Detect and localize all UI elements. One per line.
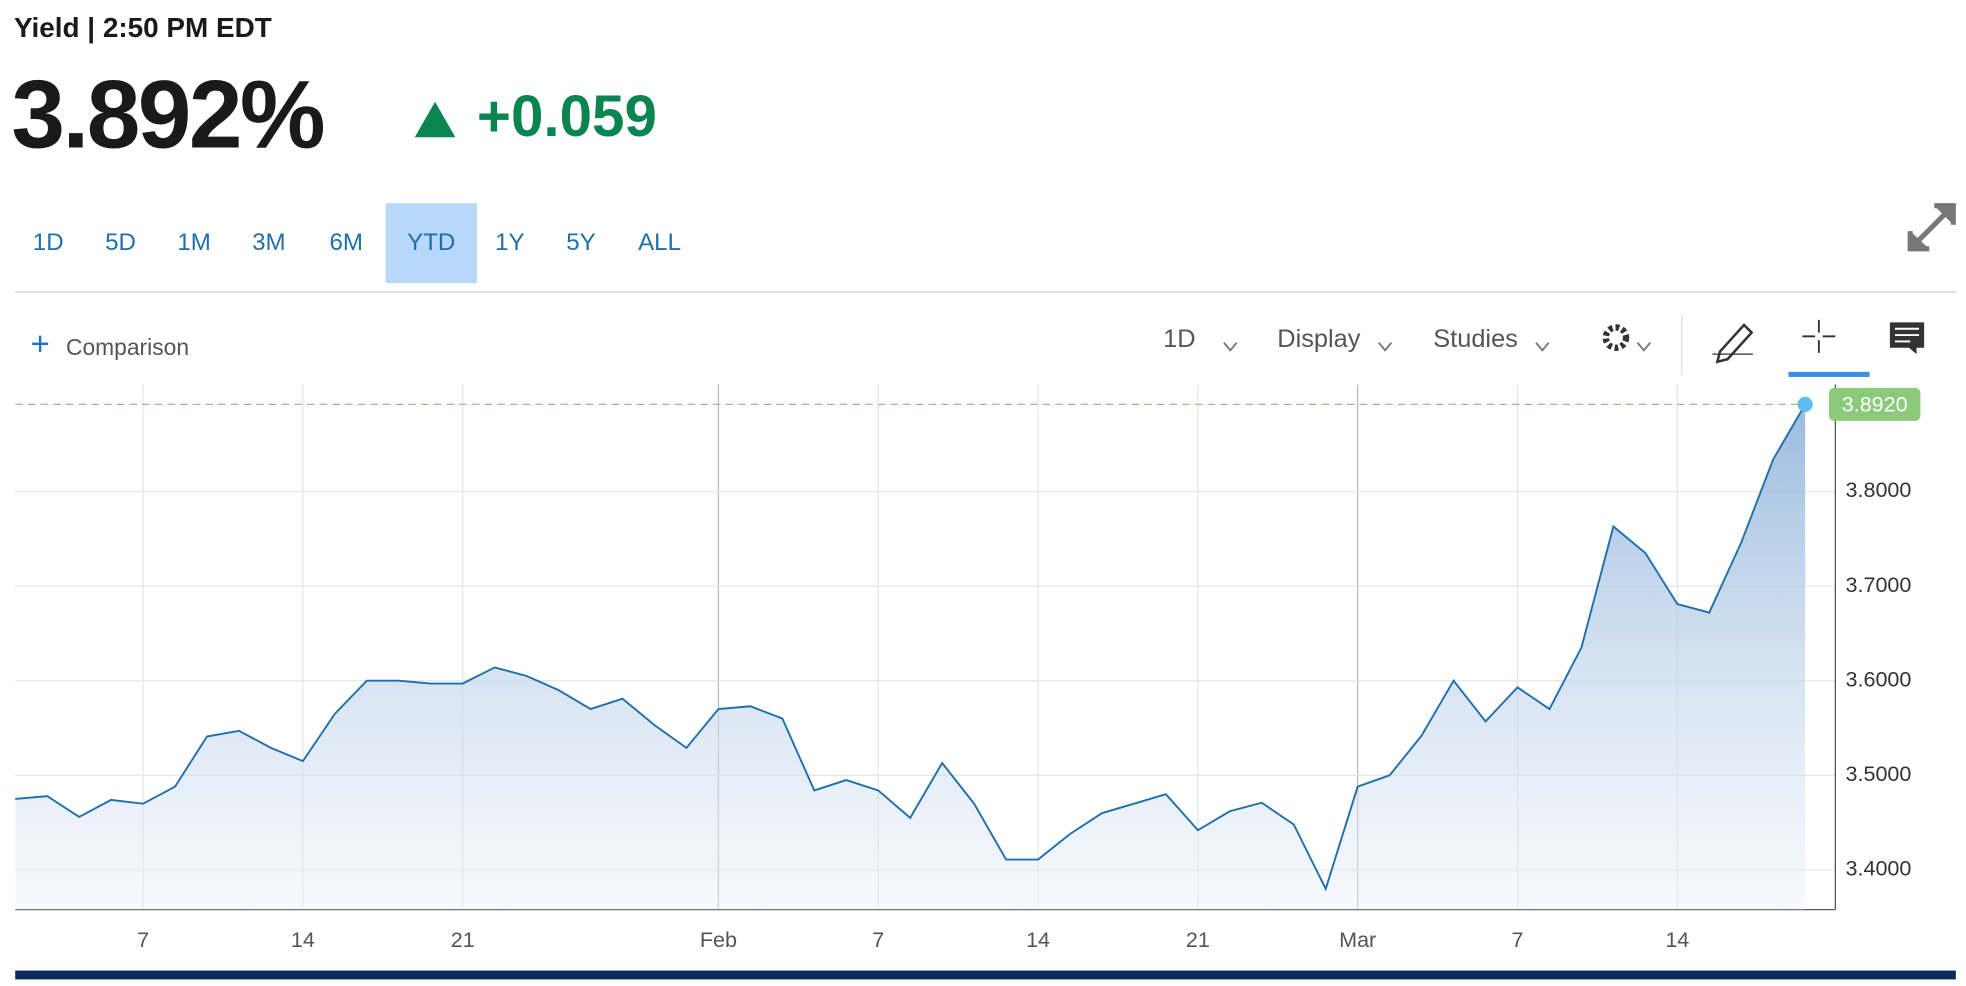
range-label: 5D [105, 229, 136, 256]
range-button[interactable]: 1M [177, 229, 210, 256]
range-button[interactable]: YTD [385, 203, 477, 284]
area-fill [15, 404, 1806, 910]
active-tool-indicator [1788, 371, 1870, 377]
display-button[interactable]: Display [1277, 325, 1360, 353]
range-label: 1Y [495, 229, 524, 256]
y-tick-label: 3.7000 [1846, 572, 1912, 597]
x-tick-label: 14 [1026, 927, 1050, 952]
comment-icon[interactable] [1889, 322, 1925, 355]
header-label: Yield | 2:50 PM EDT [14, 12, 272, 43]
range-label: 6M [330, 229, 363, 256]
range-button[interactable]: 1D [33, 229, 64, 256]
chevrons [1223, 342, 1651, 352]
range-label: 1M [177, 229, 210, 256]
change: +0.059 [477, 84, 657, 149]
plus-icon: + [30, 325, 49, 362]
range-label: 3M [252, 229, 285, 256]
x-tick-label: Mar [1339, 927, 1376, 952]
x-tick-label: 21 [1186, 927, 1210, 952]
value-tag [1829, 387, 1921, 421]
x-tick-label: 7 [137, 927, 149, 952]
range-highlight [385, 203, 477, 284]
range-button[interactable]: 5D [105, 229, 136, 256]
y-tick-label: 3.5000 [1846, 761, 1912, 786]
range-label: ALL [638, 229, 681, 256]
last-point [1797, 396, 1813, 413]
range-button[interactable]: 3M [252, 229, 285, 256]
x-tick-label: 7 [872, 927, 884, 952]
value-tag-label: 3.8920 [1842, 391, 1908, 416]
studies-button[interactable]: Studies [1433, 325, 1518, 353]
x-tick-label: Feb [700, 927, 737, 952]
x-tick-label: 14 [291, 927, 315, 952]
range-label: YTD [407, 229, 455, 256]
line [15, 403, 1806, 892]
x-tick-label: 7 [1512, 927, 1524, 952]
crosshair-icon[interactable] [1802, 319, 1836, 353]
chart: 7 14 21 Feb 7 14 21 Mar 7 14 3.4000 3.5000 3.6000 3.7… [15, 384, 1921, 952]
y-tick-label: 3.8000 [1846, 477, 1912, 502]
range-button[interactable]: ALL [638, 229, 681, 256]
range-label: 1D [33, 229, 64, 256]
range-label: 5Y [566, 229, 595, 256]
comparison-label: Comparison [66, 334, 189, 360]
price: 3.892% [11, 61, 323, 168]
interval-button[interactable]: 1D [1163, 325, 1195, 353]
range-bar: 1D 5D 1M 3M 6M YTD 1Y 5Y ALL [33, 203, 681, 284]
bottom-bar [15, 970, 1956, 980]
x-tick-label: 14 [1665, 927, 1689, 952]
y-tick-label: 3.4000 [1846, 856, 1912, 881]
x-tick-label: 21 [451, 927, 475, 952]
comparison-button[interactable]: + Comparison [30, 325, 189, 362]
y-tick-label: 3.6000 [1846, 666, 1912, 691]
up-arrow [414, 101, 456, 138]
range-button[interactable]: 5Y [566, 229, 595, 256]
range-button[interactable]: 6M [330, 229, 363, 256]
draw-icon[interactable] [1712, 323, 1754, 364]
settings-icon[interactable] [1602, 324, 1630, 351]
expand-icon[interactable] [1907, 203, 1956, 252]
range-button[interactable]: 1Y [495, 229, 524, 256]
